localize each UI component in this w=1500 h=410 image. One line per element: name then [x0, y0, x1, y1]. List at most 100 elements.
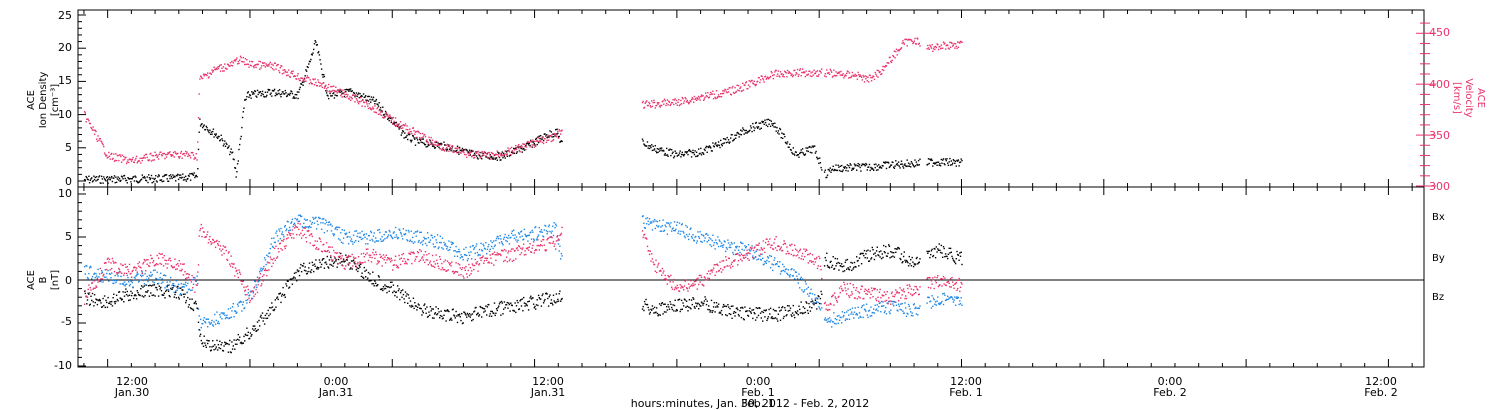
ion-density-series-point: [740, 129, 742, 131]
velocity-series-point: [237, 60, 239, 63]
bz-series-point: [238, 269, 240, 271]
by-series-point: [905, 315, 908, 317]
ion-density-series-point: [333, 97, 336, 99]
bx-series-point: [835, 265, 837, 267]
velocity-series-point: [953, 42, 955, 45]
velocity-series-point: [525, 146, 528, 148]
velocity-series-point: [647, 104, 649, 107]
ion-density-series-point: [486, 152, 489, 154]
ion-density-series-point: [908, 165, 910, 167]
by-series-point: [465, 246, 467, 249]
by-series-point: [815, 297, 817, 299]
ion-density-series-point: [544, 133, 546, 135]
bx-series-point: [882, 256, 884, 259]
velocity-series-point: [818, 73, 820, 76]
ion-density-series-point: [374, 103, 376, 105]
bz-series-point: [198, 235, 200, 237]
velocity-series-point: [200, 76, 202, 78]
bx-series-point: [137, 291, 139, 294]
velocity-series-point: [719, 95, 721, 98]
bx-series-point: [223, 345, 225, 347]
velocity-series-point: [555, 134, 557, 136]
ion-density-series-point: [88, 175, 90, 177]
bx-series-point: [934, 248, 936, 250]
bx-series-point: [928, 250, 930, 252]
velocity-series-point: [750, 79, 752, 82]
ion-density-series-point: [858, 163, 861, 166]
velocity-series-point: [860, 76, 863, 78]
ion-density-series-point: [471, 149, 473, 152]
velocity-series-point: [483, 154, 485, 156]
bx-series-point: [259, 325, 261, 327]
ion-density-series-point: [403, 137, 405, 139]
by-series-point: [476, 243, 478, 245]
bx-series-point: [88, 304, 91, 306]
by-series-point: [880, 311, 882, 313]
velocity-series-point: [690, 100, 692, 103]
by-series-point: [320, 228, 323, 230]
ion-density-series-point: [273, 90, 275, 92]
bz-series-point: [130, 276, 133, 278]
velocity-series-point: [693, 95, 696, 98]
ion-density-series-point: [873, 163, 876, 166]
bx-series-point: [664, 303, 666, 305]
bx-series-point: [807, 312, 809, 314]
velocity-series-point: [790, 74, 792, 77]
velocity-series-point: [471, 156, 473, 158]
velocity-series-point: [294, 75, 296, 77]
ion-density-series-point: [268, 89, 271, 91]
ion-density-series-point: [384, 110, 387, 113]
by-series-point: [240, 301, 242, 303]
velocity-series-point: [108, 151, 110, 154]
by-series-point: [720, 245, 722, 247]
by-series-point: [803, 290, 805, 293]
ion-density-series-point: [328, 97, 330, 100]
ion-density-series-point: [857, 162, 859, 165]
velocity-series-point: [503, 154, 506, 156]
by-series-point: [533, 239, 535, 241]
by-series-point: [202, 319, 205, 321]
by-series-point: [184, 283, 186, 286]
velocity-series-point: [644, 102, 646, 104]
ion-density-series-point: [388, 119, 390, 122]
velocity-series-point: [415, 130, 417, 133]
bx-series-point: [826, 264, 829, 267]
ion-density-series-point: [157, 174, 160, 176]
velocity-series-point: [534, 140, 536, 142]
bx-series-point: [663, 311, 666, 313]
bx-series-point: [320, 266, 322, 268]
velocity-series-point: [407, 132, 410, 134]
bx-series-point: [778, 306, 780, 309]
ion-density-series-point: [234, 167, 237, 169]
velocity-series-point: [394, 124, 396, 126]
bx-series-point: [390, 286, 392, 288]
bz-series-point: [246, 294, 248, 296]
by-series-point: [123, 284, 125, 286]
bx-series-point: [532, 297, 534, 299]
by-series-point: [418, 239, 420, 242]
ion-density-series-point: [557, 132, 559, 134]
by-series-point: [214, 323, 217, 325]
bx-series-point: [88, 293, 90, 295]
by-series-point: [325, 219, 327, 221]
ion-density-series-point: [530, 139, 532, 142]
bz-series-point: [157, 257, 160, 259]
ion-density-series-point: [246, 96, 248, 98]
by-series-point: [372, 235, 375, 237]
bx-series-point: [747, 315, 750, 317]
velocity-series-point: [685, 98, 687, 100]
bz-series-point: [196, 284, 198, 286]
ion-density-series-point: [688, 150, 690, 152]
by-series-point: [732, 251, 734, 254]
ion-density-series-point: [401, 132, 403, 134]
ion-density-series-point: [542, 139, 545, 142]
ion-density-series-point: [707, 146, 709, 148]
ion-density-series-point: [179, 176, 181, 179]
ion-density-series-point: [150, 174, 153, 177]
bx-series-point: [784, 309, 787, 311]
bz-series-point: [103, 273, 105, 276]
velocity-series-point: [391, 118, 393, 120]
velocity-series-point: [241, 61, 244, 63]
bz-series-point: [149, 262, 151, 264]
ion-density-series-point: [263, 96, 266, 98]
